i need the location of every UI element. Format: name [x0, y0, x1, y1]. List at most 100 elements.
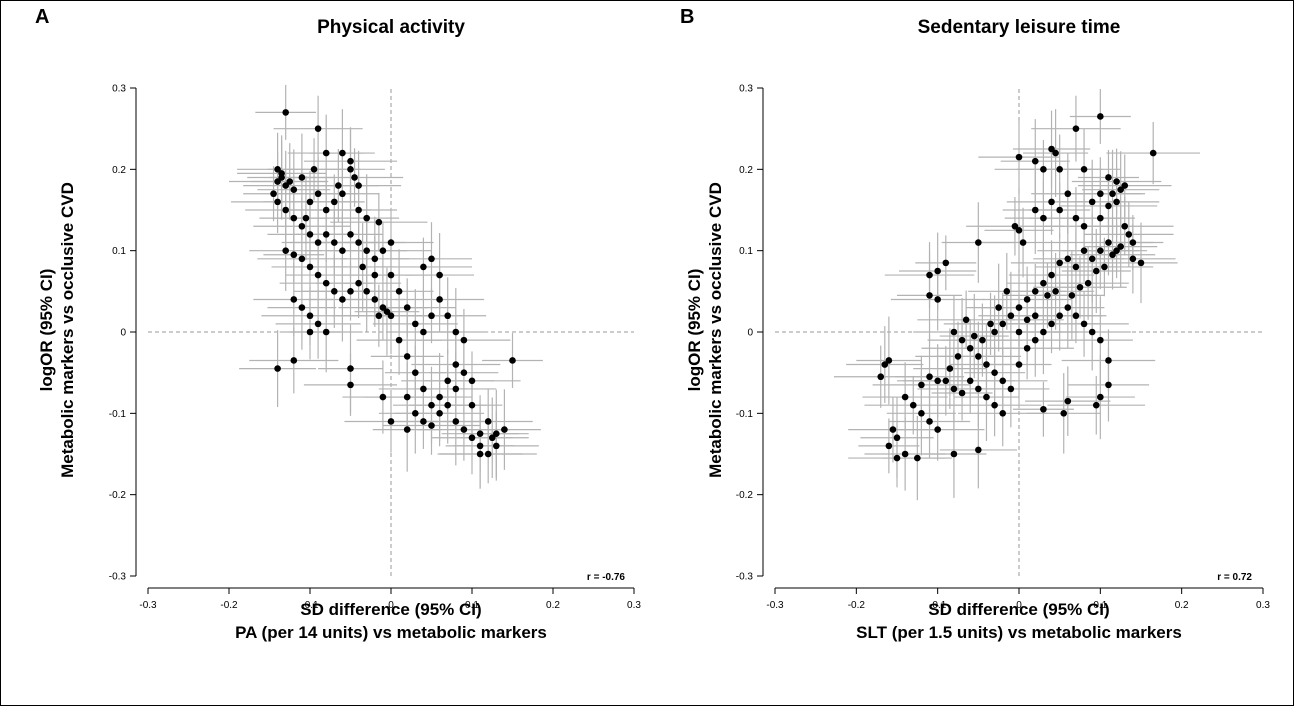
panel-b-data-point — [1129, 255, 1137, 263]
panel-b-data-point — [970, 332, 978, 340]
panel-b-data-point — [909, 401, 917, 409]
panel-a-data-point — [375, 312, 383, 320]
panel-b-data-point — [1048, 145, 1055, 153]
panel-b-x-tick-label: 0.1 — [1093, 600, 1107, 611]
panel-b-data-point — [1064, 255, 1072, 263]
panel-a-data-point — [444, 377, 452, 385]
panel-b-x-tick-label: -0.1 — [929, 600, 947, 611]
panel-b-data-point — [1109, 251, 1116, 259]
panel-b-data-point — [999, 410, 1007, 417]
panel-a-data-point — [359, 263, 366, 271]
panel-b-title: Sedentary leisure time — [918, 17, 1121, 38]
panel-b-data-point — [1097, 214, 1104, 222]
panel-b-data-point — [918, 410, 925, 417]
panel-b-data-point — [1105, 239, 1112, 246]
panel-b-data-point — [1080, 320, 1088, 328]
panel-b-data-point — [1080, 247, 1088, 254]
panel-b-data-point — [1092, 401, 1100, 409]
panel-a-data-point — [403, 393, 411, 401]
panel-a-data-point — [476, 442, 484, 450]
panel-a-data-point — [339, 247, 346, 254]
panel-b-data-point — [1003, 288, 1011, 295]
panel-letter-a: A — [35, 6, 49, 28]
panel-b-data-point — [1121, 182, 1129, 189]
panel-b-data-point — [1031, 312, 1039, 320]
panel-a-data-point — [509, 357, 516, 364]
panel-a-data-point — [347, 365, 354, 372]
panel-b-data-point — [1105, 357, 1112, 364]
panel-b-data-point — [1117, 186, 1124, 193]
panel-b-data-point — [1040, 328, 1047, 336]
panel-a-data-point — [355, 279, 362, 287]
panel-b-data-point — [926, 271, 933, 279]
panel-a-data-point — [371, 255, 379, 263]
panel-b-data-point — [1015, 227, 1023, 234]
panel-a-data-point — [468, 401, 476, 409]
panel-a-data-point — [436, 271, 443, 279]
panel-b-data-point — [1101, 263, 1108, 271]
panel-b-data-point — [885, 357, 893, 364]
panel-a-data-point — [403, 304, 411, 311]
panel-b-data-point — [958, 336, 966, 344]
panel-a-data-point — [412, 369, 419, 376]
panel-b-y-tick-label: 0.2 — [739, 165, 753, 176]
panel-a-data-point — [306, 263, 314, 271]
panel-a-data-point — [298, 304, 306, 311]
panel-a-data-point — [290, 186, 298, 193]
panel-b-xlabel-1: SD difference (95% CI) — [928, 600, 1109, 619]
panel-b: B Sedentary leisure time SD difference (… — [680, 6, 1270, 642]
panel-b-data-point — [1117, 243, 1124, 250]
panel-b-data-point — [1044, 292, 1051, 299]
panel-a-y-tick-label: 0.2 — [112, 165, 126, 176]
panel-b-y-tick-label: 0.3 — [739, 84, 753, 95]
panel-b-data-point — [1076, 283, 1084, 291]
panel-b-data-point — [1129, 239, 1137, 246]
panel-b-data-point — [1007, 385, 1015, 393]
panel-b-data-point — [975, 446, 982, 454]
panel-a-data-point — [476, 430, 484, 437]
panel-a-title: Physical activity — [317, 17, 465, 38]
panel-a-data-point — [428, 312, 435, 320]
panel-a-data-point — [387, 418, 395, 425]
panel-b-data-point — [1056, 206, 1063, 214]
panel-b-data-point — [934, 426, 941, 433]
panel-a-data-point — [395, 336, 403, 344]
panel-a-data-point — [412, 320, 419, 328]
panel-b-data-point — [1060, 410, 1068, 417]
panel-b-x-tick-label: 0 — [1016, 600, 1022, 611]
panel-b-data-point — [1125, 231, 1133, 238]
panel-a-data-point — [484, 450, 492, 458]
panel-b-data-point — [966, 377, 974, 385]
panel-a-data-point — [452, 328, 460, 336]
panel-b-data-point — [1149, 149, 1157, 157]
panel-a-data-point — [314, 190, 322, 198]
panel-a-data-point — [306, 328, 314, 336]
panel-a-data-point — [428, 255, 435, 263]
panel-b-data-point — [1040, 279, 1047, 287]
panel-a-data-point — [347, 381, 354, 389]
panel-a-data-point — [387, 239, 395, 246]
panel-b-data-point — [1023, 296, 1031, 303]
panel-b-data-point — [926, 418, 933, 425]
panel-a-data-point — [282, 109, 290, 116]
panel-b-data-point — [1007, 312, 1015, 320]
panel-a-data-point — [331, 198, 338, 206]
panel-a-data-point — [306, 198, 314, 206]
panel-a-data-point — [452, 361, 460, 368]
panel-b-data-point — [918, 381, 925, 389]
panel-a-data-point — [444, 312, 452, 320]
panel-b-data-point — [1097, 190, 1104, 198]
panel-b-x-tick-label: 0.2 — [1175, 600, 1189, 611]
panel-a-data-point — [363, 288, 371, 295]
panel-a-data-point — [347, 231, 354, 238]
panel-a-x-tick-label: 0.3 — [627, 600, 641, 611]
panel-a-data-point — [420, 328, 427, 336]
panel-a-data-point — [290, 296, 298, 303]
panel-b-data-point — [983, 393, 990, 401]
panel-b-data-point — [1052, 149, 1059, 157]
panel-a-data-point — [298, 222, 306, 230]
panel-b-data-point — [1097, 113, 1104, 120]
panel-a-data-point — [379, 393, 387, 401]
panel-b-data-point — [999, 377, 1007, 385]
